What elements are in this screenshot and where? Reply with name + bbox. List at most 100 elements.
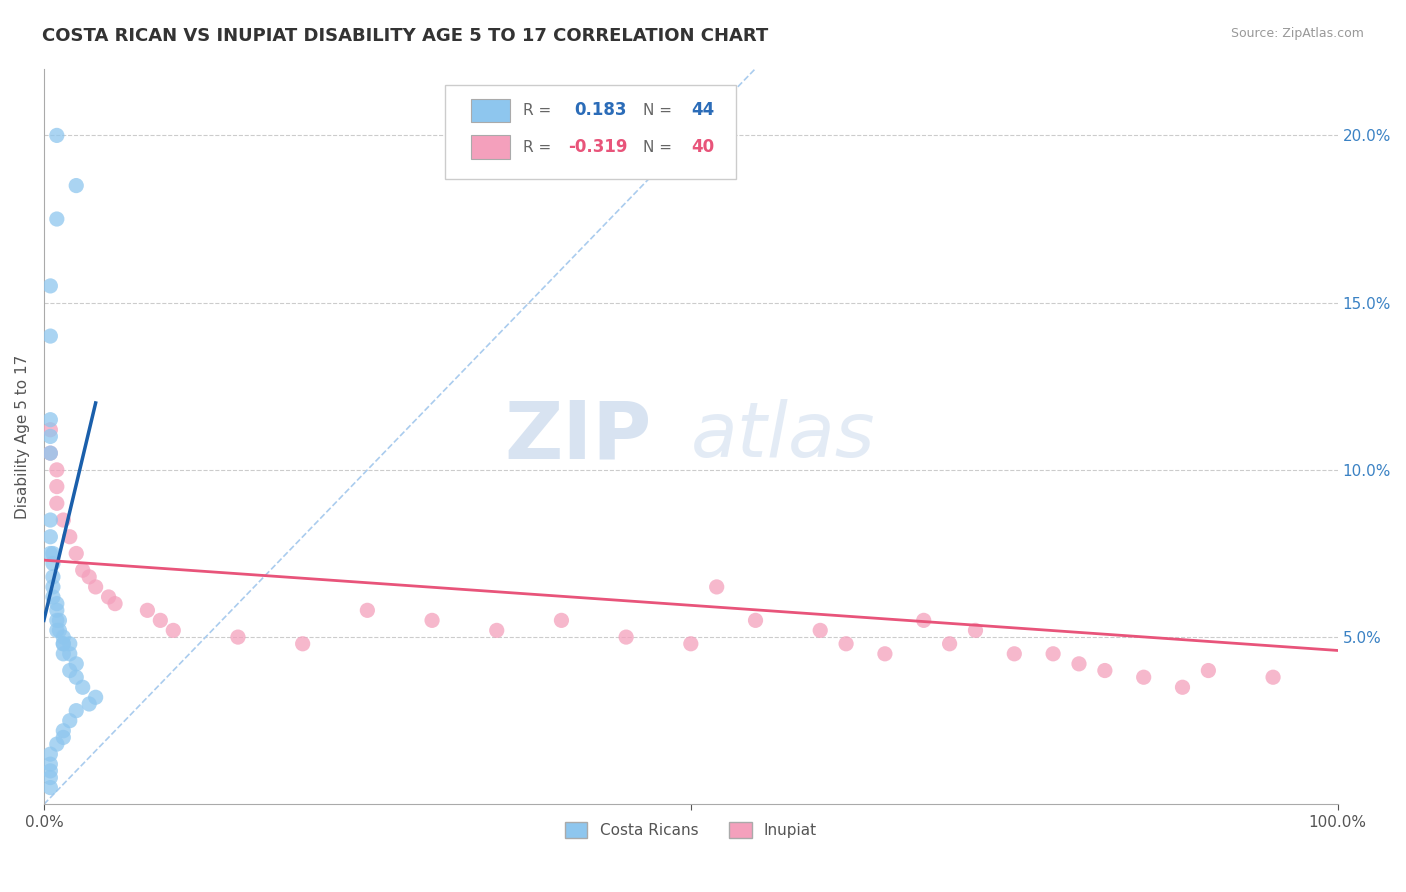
Point xyxy=(485,624,508,638)
Point xyxy=(52,637,75,651)
Point xyxy=(59,637,82,651)
Point xyxy=(1094,664,1116,678)
Point xyxy=(59,647,82,661)
Point xyxy=(226,630,249,644)
Point xyxy=(72,563,94,577)
Point xyxy=(39,446,62,460)
Point xyxy=(550,613,572,627)
Point xyxy=(1261,670,1284,684)
Point xyxy=(744,613,766,627)
Point xyxy=(48,624,70,638)
FancyBboxPatch shape xyxy=(471,99,510,122)
Point xyxy=(39,747,62,761)
Point xyxy=(39,429,62,443)
Point xyxy=(45,496,67,510)
Point xyxy=(59,664,82,678)
Point xyxy=(614,630,637,644)
Point xyxy=(356,603,378,617)
Text: Source: ZipAtlas.com: Source: ZipAtlas.com xyxy=(1230,27,1364,40)
Point xyxy=(39,329,62,343)
Text: 44: 44 xyxy=(690,102,714,120)
Legend: Costa Ricans, Inupiat: Costa Ricans, Inupiat xyxy=(558,816,824,845)
Point xyxy=(1171,680,1194,694)
Point xyxy=(291,637,314,651)
Point xyxy=(679,637,702,651)
Point xyxy=(1067,657,1090,671)
Point xyxy=(45,479,67,493)
Point xyxy=(72,680,94,694)
Point xyxy=(912,613,935,627)
Text: 40: 40 xyxy=(690,138,714,156)
Point xyxy=(65,670,87,684)
Point xyxy=(162,624,184,638)
Point xyxy=(1042,647,1064,661)
Point xyxy=(52,630,75,644)
Point xyxy=(42,557,65,571)
Point xyxy=(104,597,127,611)
Point xyxy=(1197,664,1219,678)
Point xyxy=(52,723,75,738)
Point xyxy=(65,178,87,193)
Point xyxy=(84,580,107,594)
Point xyxy=(39,446,62,460)
Point xyxy=(45,597,67,611)
Point xyxy=(136,603,159,617)
Point xyxy=(808,624,831,638)
Point xyxy=(39,780,62,795)
Point xyxy=(52,731,75,745)
Point xyxy=(39,757,62,772)
Text: R =: R = xyxy=(523,103,555,118)
Point xyxy=(149,613,172,627)
Point xyxy=(52,637,75,651)
Point xyxy=(97,590,120,604)
Point xyxy=(39,513,62,527)
Point xyxy=(39,279,62,293)
Point xyxy=(59,714,82,728)
Point xyxy=(873,647,896,661)
Text: 0.183: 0.183 xyxy=(575,102,627,120)
Point xyxy=(84,690,107,705)
Point xyxy=(706,580,728,594)
Point xyxy=(39,413,62,427)
Point xyxy=(39,771,62,785)
Point xyxy=(45,463,67,477)
Text: ZIP: ZIP xyxy=(505,398,652,475)
Point xyxy=(65,704,87,718)
Text: N =: N = xyxy=(643,140,676,154)
Point xyxy=(42,570,65,584)
Text: R =: R = xyxy=(523,140,555,154)
Point xyxy=(45,603,67,617)
Point xyxy=(65,657,87,671)
Point xyxy=(42,590,65,604)
FancyBboxPatch shape xyxy=(444,85,737,179)
Point xyxy=(45,624,67,638)
Point xyxy=(39,423,62,437)
Point xyxy=(45,212,67,227)
Point xyxy=(52,647,75,661)
Point xyxy=(77,697,100,711)
Point xyxy=(965,624,987,638)
Point xyxy=(42,546,65,560)
Point xyxy=(52,513,75,527)
Point xyxy=(1002,647,1025,661)
Point xyxy=(45,737,67,751)
Point xyxy=(65,546,87,560)
Text: COSTA RICAN VS INUPIAT DISABILITY AGE 5 TO 17 CORRELATION CHART: COSTA RICAN VS INUPIAT DISABILITY AGE 5 … xyxy=(42,27,769,45)
Point xyxy=(39,546,62,560)
Point xyxy=(48,613,70,627)
Text: -0.319: -0.319 xyxy=(568,138,627,156)
Point xyxy=(938,637,960,651)
Point xyxy=(1132,670,1154,684)
Point xyxy=(77,570,100,584)
Point xyxy=(45,128,67,143)
Point xyxy=(39,764,62,778)
Point xyxy=(39,530,62,544)
Point xyxy=(835,637,858,651)
Y-axis label: Disability Age 5 to 17: Disability Age 5 to 17 xyxy=(15,354,30,518)
FancyBboxPatch shape xyxy=(471,136,510,159)
Point xyxy=(45,613,67,627)
Point xyxy=(42,580,65,594)
Point xyxy=(420,613,443,627)
Text: atlas: atlas xyxy=(690,400,876,474)
Text: N =: N = xyxy=(643,103,676,118)
